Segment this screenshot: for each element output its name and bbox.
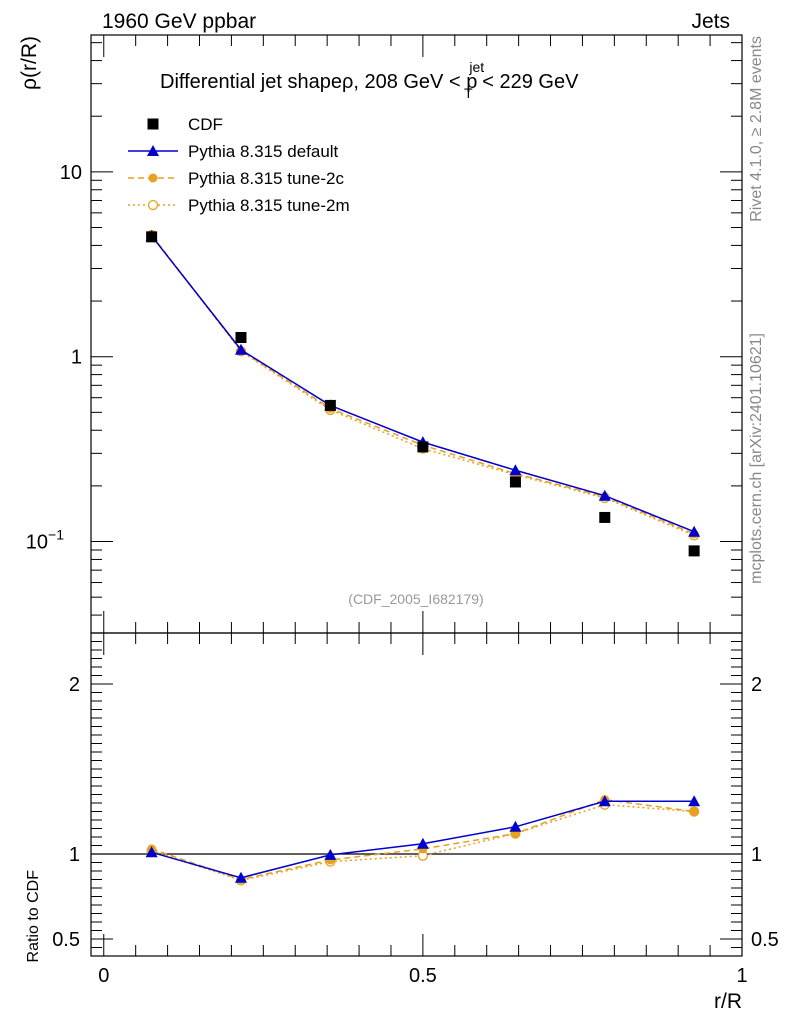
ratio-point-pythia-8-315-default: [324, 848, 337, 860]
x-tick-label: 0: [98, 965, 109, 987]
process-label: Jets: [691, 10, 730, 33]
data-point-pythia-8-315-default: [598, 489, 611, 501]
x-axis-label: r/R: [714, 990, 742, 1013]
legend-marker-pythia-8-315-tune-2c: [148, 173, 158, 183]
ratio-tick-label-right: 2: [751, 674, 762, 696]
ratio-point-pythia-8-315-default: [145, 846, 158, 858]
legend-label-pythia-8-315-default: Pythia 8.315 default: [188, 142, 339, 161]
series-line-pythia-8-315-tune-2m: [151, 234, 695, 537]
ratio-tick-label: 1: [69, 844, 80, 866]
main-axis-ticks: 10−1 1 10: [26, 35, 743, 633]
data-point-pythia-8-315-default: [509, 464, 522, 476]
series-line-pythia-8-315-default: [151, 235, 695, 533]
y-axis-label: ρ(r/R): [18, 36, 41, 90]
ratio-point-pythia-8-315-default: [234, 871, 247, 883]
ratio-plot-frame: [90, 632, 743, 957]
ratio-point-pythia-8-315-default: [509, 820, 522, 832]
chart-title-subscript: T: [464, 85, 473, 101]
chart-title-tail: < 229 GeV: [477, 71, 579, 93]
ratio-point-pythia-8-315-tune-2c: [689, 807, 699, 816]
ratio-point-pythia-8-315-default: [598, 795, 611, 807]
legend-label-pythia-8-315-tune-2c: Pythia 8.315 tune-2c: [188, 169, 344, 188]
data-point-cdf: [235, 332, 247, 344]
chart-title-superscript: jet: [468, 59, 484, 75]
y-tick-exponent: −1: [48, 527, 64, 543]
mcplots-source-label: mcplots.cern.ch [arXiv:2401.10621]: [748, 333, 765, 584]
rivet-version-label: Rivet 4.1.0, ≥ 2.8M events: [748, 36, 765, 222]
chart-title-main: Differential jet shapeρ, 208 GeV < p: [160, 71, 477, 93]
series-layer: [145, 229, 701, 886]
legend-label-cdf: CDF: [188, 115, 223, 134]
y-tick-label: 10−1: [26, 527, 64, 554]
ratio-tick-label-right: 1: [751, 844, 762, 866]
legend-marker-pythia-8-315-tune-2m: [147, 199, 159, 211]
energy-label: 1960 GeV ppbar: [102, 10, 256, 33]
legend-label-pythia-8-315-tune-2m: Pythia 8.315 tune-2m: [188, 196, 350, 215]
data-point-cdf: [324, 399, 336, 411]
analysis-watermark: (CDF_2005_I682179): [348, 591, 483, 607]
data-point-cdf: [146, 231, 158, 243]
chart-title: Differential jet shapeρ, 208 GeV < pjet T…: [160, 59, 579, 101]
y-tick-label: 1: [71, 347, 82, 369]
legend: CDF Pythia 8.315 default Pythia 8.315 tune…: [128, 115, 350, 215]
ratio-point-pythia-8-315-default: [416, 837, 429, 849]
ratio-point-pythia-8-315-default: [688, 795, 701, 807]
ratio-tick-label-right: 0.5: [751, 929, 779, 951]
data-point-pythia-8-315-default: [234, 343, 247, 355]
data-point-cdf: [417, 441, 429, 453]
data-point-pythia-8-315-default: [688, 525, 701, 537]
legend-marker-pythia-8-315-default: [147, 145, 159, 156]
ratio-axis-label: Ratio to CDF: [25, 870, 42, 963]
series-line-pythia-8-315-tune-2c: [151, 234, 695, 535]
data-point-cdf: [599, 511, 611, 523]
data-point-cdf: [509, 476, 521, 488]
ratio-tick-label: 0.5: [52, 929, 80, 951]
x-tick-label: 1: [736, 965, 747, 987]
legend-marker-cdf: [147, 118, 159, 130]
ratio-tick-label: 2: [69, 674, 80, 696]
data-point-cdf: [688, 545, 700, 557]
ratio-axis-ticks: 0 0.5 10.5 0.51 12 2: [52, 633, 779, 987]
y-tick-label: 10: [60, 162, 82, 184]
x-tick-label: 0.5: [409, 965, 437, 987]
